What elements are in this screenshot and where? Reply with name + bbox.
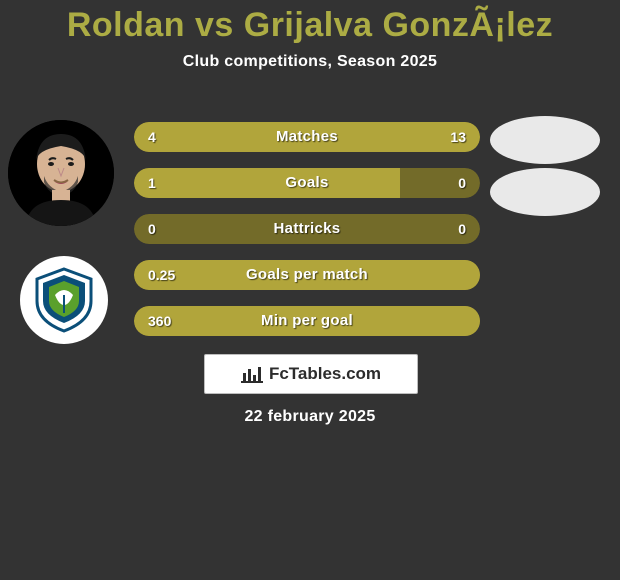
stat-label: Hattricks — [134, 214, 480, 244]
stat-left-value: 360 — [148, 306, 171, 336]
club-badge — [20, 256, 108, 344]
stat-right-value: 13 — [450, 122, 466, 152]
stat-left-value: 0 — [148, 214, 156, 244]
stat-row: Hattricks0 0 — [134, 214, 480, 244]
stats-bars: Matches413Goals10Hattricks00Goals per ma… — [134, 122, 480, 352]
fctables-label: FcTables.com — [269, 364, 381, 384]
stat-left-value: 0.25 — [148, 260, 175, 290]
stat-label: Matches — [134, 122, 480, 152]
stat-row: Goals1 0 — [134, 168, 480, 198]
opponent-silhouette-icon — [490, 116, 600, 164]
stat-row: Goals per match0.25 — [134, 260, 480, 290]
stat-label: Goals — [134, 168, 480, 198]
stat-right-value: 0 — [458, 168, 466, 198]
subtitle: Club competitions, Season 2025 — [0, 53, 620, 71]
fctables-logo[interactable]: FcTables.com — [204, 354, 418, 394]
stat-row: Min per goal360 — [134, 306, 480, 336]
stat-left-value: 4 — [148, 122, 156, 152]
page-title: Roldan vs Grijalva GonzÃ¡lez — [0, 0, 620, 45]
stat-row: Matches4 13 — [134, 122, 480, 152]
stat-label: Goals per match — [134, 260, 480, 290]
date-label: 22 february 2025 — [0, 408, 620, 426]
stat-label: Min per goal — [134, 306, 480, 336]
bar-chart-icon — [241, 365, 263, 383]
stat-left-value: 1 — [148, 168, 156, 198]
player-avatar — [8, 120, 114, 226]
opponent-silhouette-icon — [490, 168, 600, 216]
stat-right-value: 0 — [458, 214, 466, 244]
